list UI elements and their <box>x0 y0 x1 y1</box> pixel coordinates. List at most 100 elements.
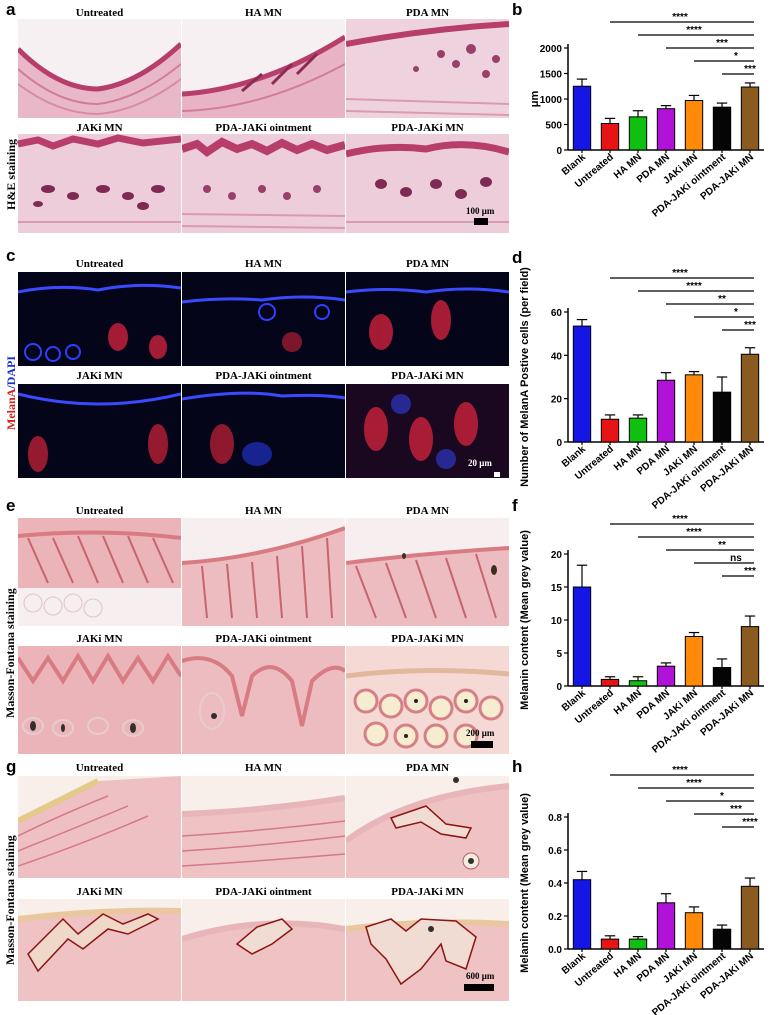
sig-label-f-1: **** <box>686 527 702 538</box>
title-a-pda-mn: PDA MN <box>405 7 450 19</box>
y-tick-label-h-1: 0.2 <box>548 912 562 923</box>
side-label-melana-dapi: MelanA/DAPI <box>4 356 19 430</box>
scale-bar-c <box>494 472 500 477</box>
bar-f-pda-jaki-ointment <box>712 667 732 687</box>
chart-b: 0 500 1000 1500 2000 μm Blank Untreated HA MN PDA… <box>512 0 780 246</box>
bar-f-blank <box>572 586 592 687</box>
title-a-untreated: Untreated <box>75 7 124 19</box>
chart-svg-d: 0 20 40 60 Number of MelanA Postive cells (p… <box>519 267 764 512</box>
y-tick-label-f-4: 20 <box>551 550 563 561</box>
bar-h-pda-jaki-mn <box>740 885 760 950</box>
fluorescence-image-ha-mn <box>182 272 345 366</box>
bar-b-pda-jaki-mn <box>740 86 760 151</box>
bar-h-blank <box>572 879 592 950</box>
title-c-pda-jaki-ointment: PDA-JAKi ointment <box>215 370 312 382</box>
title-g-pda-mn: PDA MN <box>405 762 450 774</box>
bar-b-ha-mn <box>628 116 648 151</box>
y-tick-label-b-1: 500 <box>545 121 562 132</box>
y-axis-label-h: Melanin content (Mean grey value) <box>519 793 531 973</box>
bar-d-untreated <box>600 418 620 443</box>
mf-image-e-pda-jaki-mn: 200 μm <box>346 646 509 754</box>
y-axis-label-f: Melanin content (Mean grey value) <box>519 530 531 710</box>
bar-h-jaki-mn <box>684 912 704 950</box>
sig-label-f-0: **** <box>672 514 688 525</box>
panel-label-g: g <box>6 757 17 776</box>
panel-label-f: f <box>512 496 518 515</box>
title-e-pda-jaki-ointment: PDA-JAKi ointment <box>215 633 312 645</box>
fluorescence-image-pda-jaki-mn: 20 μm <box>346 384 509 478</box>
bar-h-pda-mn <box>656 902 676 950</box>
sig-label-b-4: *** <box>744 64 756 75</box>
bar-d-pda-mn <box>656 379 676 443</box>
chart-h: 0.0 0.2 0.4 0.6 0.8 Melanin content (Mean gre… <box>512 757 780 1015</box>
scale-bar-label-e: 200 μm <box>466 728 495 738</box>
he-image-pda-jaki-mn: 100 μm <box>346 134 509 233</box>
side-label-he-staining: H&E staining <box>4 138 18 210</box>
sig-label-b-3: * <box>734 51 738 62</box>
y-tick-label-b-2: 1000 <box>540 95 563 106</box>
title-g-pda-jaki-ointment: PDA-JAKi ointment <box>215 886 312 898</box>
sig-label-h-2: * <box>720 791 724 802</box>
title-c-ha-mn: HA MN <box>245 258 282 270</box>
he-image-ha-mn <box>182 19 345 118</box>
bar-b-pda-mn <box>656 108 676 151</box>
title-e-pda-mn: PDA MN <box>405 505 450 517</box>
mf-image-g-untreated <box>18 776 181 878</box>
title-c-jaki-mn: JAKi MN <box>76 370 123 382</box>
scale-bar-g <box>464 984 494 991</box>
panel-label-c: c <box>6 246 16 265</box>
scale-bar-e <box>471 741 493 748</box>
title-a-pda-jaki-ointment: PDA-JAKi ointment <box>215 122 312 134</box>
scale-bar-label-c: 20 μm <box>468 458 492 468</box>
y-axis-label-d: Number of MelanA Postive cells (per fiel… <box>519 267 531 487</box>
he-image-jaki-mn <box>18 134 181 233</box>
sig-label-h-3: *** <box>730 804 742 815</box>
sig-label-b-0: **** <box>672 12 688 23</box>
fluorescence-image-pda-mn <box>346 272 509 366</box>
mf-image-g-pda-jaki-ointment <box>182 899 345 1001</box>
bar-f-pda-jaki-mn <box>740 626 760 687</box>
bar-d-pda-jaki-ointment <box>712 391 732 443</box>
panel-label-a: a <box>6 0 16 19</box>
bar-h-pda-jaki-ointment <box>712 928 732 950</box>
y-tick-label-b-0: 0 <box>556 146 562 157</box>
title-c-pda-mn: PDA MN <box>405 258 450 270</box>
sig-label-d-1: **** <box>686 281 702 292</box>
panel-label-e: e <box>6 496 16 515</box>
y-tick-label-h-2: 0.4 <box>548 879 562 890</box>
sig-label-b-1: **** <box>686 25 702 36</box>
title-g-ha-mn: HA MN <box>245 762 282 774</box>
side-label-melana: MelanA <box>4 388 18 430</box>
bar-h-untreated <box>600 938 620 950</box>
title-e-jaki-mn: JAKi MN <box>76 633 123 645</box>
mf-image-e-untreated <box>18 518 181 626</box>
bar-b-blank <box>572 85 592 151</box>
bar-f-jaki-mn <box>684 636 704 687</box>
sig-label-b-2: *** <box>716 38 728 49</box>
title-a-jaki-mn: JAKi MN <box>76 122 123 134</box>
sig-label-f-2: ** <box>718 540 726 551</box>
bar-b-untreated <box>600 122 620 151</box>
side-label-masson-fontana-e: Masson-Fontana staining <box>3 588 17 718</box>
chart-svg-h: 0.0 0.2 0.4 0.6 0.8 Melanin content (Mean gre… <box>519 765 764 1015</box>
fluorescence-image-jaki-mn <box>18 384 181 478</box>
sig-label-d-4: *** <box>744 320 756 331</box>
bar-d-blank <box>572 325 592 443</box>
y-tick-label-f-1: 5 <box>556 649 562 660</box>
y-tick-label-d-1: 20 <box>551 395 563 406</box>
title-e-pda-jaki-mn: PDA-JAKi MN <box>391 633 464 645</box>
chart-svg-f: 0 5 10 15 20 Melanin content (Mean grey value… <box>519 514 764 756</box>
bar-f-untreated <box>600 678 620 687</box>
title-g-jaki-mn: JAKi MN <box>76 886 123 898</box>
y-tick-label-f-0: 0 <box>556 682 562 693</box>
y-tick-label-f-2: 10 <box>551 616 563 627</box>
y-tick-label-b-3: 1500 <box>540 70 563 81</box>
mf-image-e-ha-mn <box>182 518 345 626</box>
sig-label-h-0: **** <box>672 765 688 776</box>
scale-bar-label-g: 600 μm <box>466 971 495 981</box>
bar-b-pda-jaki-ointment <box>712 106 732 151</box>
y-tick-label-d-0: 0 <box>556 438 562 449</box>
bar-f-ha-mn <box>628 680 648 687</box>
he-image-pda-jaki-ointment <box>182 134 345 233</box>
